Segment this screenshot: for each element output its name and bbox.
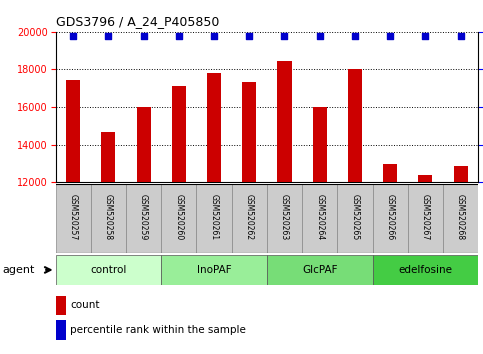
Bar	[337, 184, 372, 253]
Text: control: control	[90, 265, 127, 275]
Text: GSM520264: GSM520264	[315, 194, 324, 240]
Point	[210, 33, 218, 39]
Bar	[418, 175, 432, 354]
Bar	[207, 73, 221, 354]
Text: GSM520260: GSM520260	[174, 194, 184, 240]
Bar	[91, 184, 126, 253]
Bar	[161, 255, 267, 285]
Bar	[232, 184, 267, 253]
Point	[281, 33, 288, 39]
Text: agent: agent	[2, 265, 35, 275]
Bar	[313, 107, 327, 354]
Bar	[161, 184, 197, 253]
Bar	[101, 132, 115, 354]
Point	[351, 33, 359, 39]
Bar	[372, 255, 478, 285]
Bar	[383, 164, 397, 354]
Text: GSM520258: GSM520258	[104, 194, 113, 240]
Bar	[443, 184, 478, 253]
Text: GSM520265: GSM520265	[350, 194, 359, 240]
Text: edelfosine: edelfosine	[398, 265, 453, 275]
Point	[140, 33, 147, 39]
Point	[422, 33, 429, 39]
Bar	[348, 69, 362, 354]
Bar	[408, 184, 443, 253]
Bar	[137, 107, 151, 354]
Text: percentile rank within the sample: percentile rank within the sample	[70, 325, 246, 335]
Text: GSM520267: GSM520267	[421, 194, 430, 240]
Bar	[372, 184, 408, 253]
Point	[386, 33, 394, 39]
Bar	[126, 184, 161, 253]
Text: GlcPAF: GlcPAF	[302, 265, 338, 275]
Text: count: count	[70, 300, 99, 310]
Bar	[302, 184, 337, 253]
Bar	[56, 184, 91, 253]
Point	[104, 33, 112, 39]
Bar	[267, 184, 302, 253]
Text: GSM520266: GSM520266	[385, 194, 395, 240]
Bar	[242, 82, 256, 354]
Text: GSM520257: GSM520257	[69, 194, 78, 240]
Bar	[197, 184, 232, 253]
Text: GSM520268: GSM520268	[456, 194, 465, 240]
Text: InoPAF: InoPAF	[197, 265, 231, 275]
Text: GSM520261: GSM520261	[210, 194, 218, 240]
Point	[316, 33, 324, 39]
Text: GSM520262: GSM520262	[245, 194, 254, 240]
Bar	[66, 80, 80, 354]
Point	[457, 33, 465, 39]
Bar	[454, 166, 468, 354]
Point	[245, 33, 253, 39]
Bar	[172, 86, 186, 354]
Bar	[277, 61, 292, 354]
Point	[175, 33, 183, 39]
Text: GDS3796 / A_24_P405850: GDS3796 / A_24_P405850	[56, 15, 219, 28]
Bar	[56, 255, 161, 285]
Point	[69, 33, 77, 39]
Text: GSM520259: GSM520259	[139, 194, 148, 240]
Bar	[267, 255, 372, 285]
Text: GSM520263: GSM520263	[280, 194, 289, 240]
